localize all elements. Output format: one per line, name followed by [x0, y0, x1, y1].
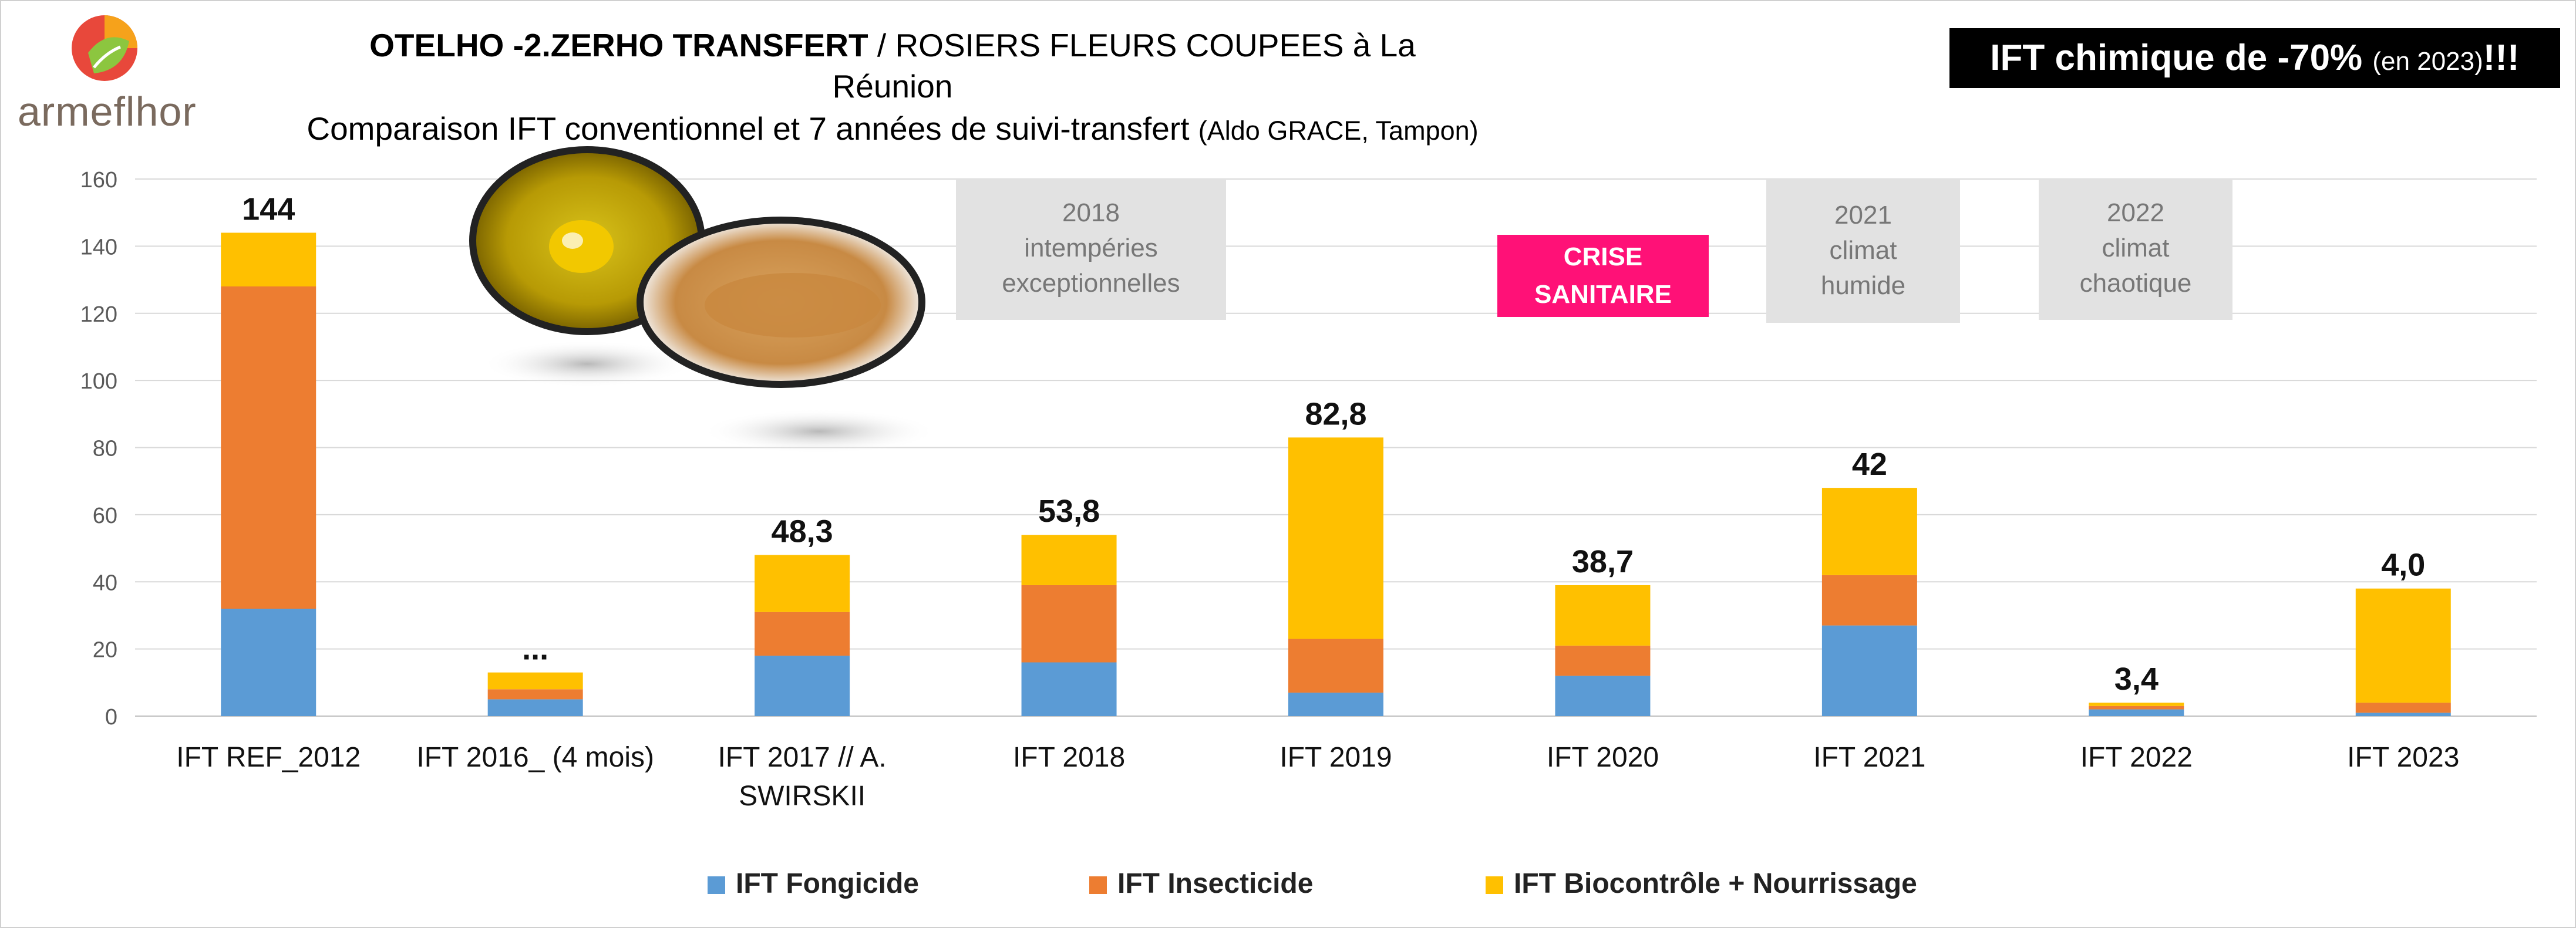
bar-segment: [1288, 639, 1383, 693]
bar-segment: [1555, 585, 1651, 646]
legend-item-insecticide: IFT Insecticide: [1089, 868, 1313, 900]
bar-segment: [2089, 706, 2184, 710]
y-tick-label: 0: [105, 705, 117, 730]
bar-segment: [487, 672, 583, 690]
bar-segment: [1288, 437, 1383, 639]
bar-segment: [2089, 709, 2184, 716]
y-tick-label: 60: [93, 504, 117, 528]
x-tick-label: IFT 2021: [1813, 742, 1925, 773]
annotation-2022: 2022 climat chaotique: [2039, 179, 2232, 320]
x-tick-label: IFT 2023: [2347, 742, 2459, 773]
badge-small: (en 2023): [2372, 47, 2483, 76]
data-label: ...: [522, 632, 548, 667]
data-label: 4,0: [2381, 548, 2425, 583]
y-tick-label: 140: [80, 235, 117, 259]
data-label: 3,4: [2114, 662, 2159, 697]
bar-segment: [1821, 625, 1917, 716]
x-tick-label: IFT 2018: [1013, 742, 1125, 773]
bar-segment: [1821, 488, 1917, 575]
bar-segment: [1021, 585, 1117, 663]
data-label: 42: [1852, 447, 1887, 482]
bar-segment: [755, 656, 850, 716]
x-tick-label: IFT 2017 // A. SWIRSKII: [718, 742, 886, 812]
legend-swatch: [1486, 876, 1503, 894]
x-tick-label: IFT 2016_ (4 mois): [416, 742, 654, 773]
bar-segment: [1021, 662, 1117, 716]
chart-title: OTELHO -2.ZERHO TRANSFERT / ROSIERS FLEU…: [305, 25, 1480, 153]
bar-segment: [755, 612, 850, 656]
bar-segment: [487, 699, 583, 716]
bar-segment: [1555, 676, 1651, 716]
reduction-badge: IFT chimique de -70% (en 2023)!!!: [1949, 28, 2560, 88]
x-tick-label: IFT 2020: [1547, 742, 1659, 773]
bar-segment: [487, 689, 583, 700]
y-tick-label: 100: [80, 369, 117, 394]
data-label: 144: [242, 192, 295, 227]
bar-segment: [221, 286, 316, 609]
subtitle-main: Comparaison IFT conventionnel et 7 année…: [307, 110, 1198, 147]
bar-segment: [1288, 692, 1383, 716]
bar-segment: [221, 232, 316, 286]
bar-segment: [1555, 645, 1651, 676]
badge-end: !!!: [2483, 38, 2520, 78]
title-rest: / ROSIERS FLEURS COUPEES à La Réunion: [832, 27, 1416, 104]
bar-segment: [2355, 703, 2451, 713]
logo-text: armeflhor: [18, 89, 197, 134]
legend-item-fongicide: IFT Fongicide: [708, 868, 919, 900]
bar-segment: [221, 609, 316, 716]
subtitle-small: (Aldo GRACE, Tampon): [1198, 116, 1479, 146]
data-label: 48,3: [772, 514, 833, 549]
y-tick-label: 160: [80, 168, 117, 193]
y-tick-label: 80: [93, 437, 117, 461]
data-label: 82,8: [1305, 396, 1366, 431]
data-label: 53,8: [1038, 494, 1100, 529]
crise-sanitaire-label: CRISE SANITAIRE: [1497, 235, 1709, 317]
y-tick-label: 120: [80, 302, 117, 327]
armeflhor-logo-icon: [72, 15, 137, 81]
legend-swatch: [1089, 876, 1107, 894]
bar-segment: [2355, 588, 2451, 703]
legend-swatch: [708, 876, 725, 894]
title-bold: OTELHO -2.ZERHO TRANSFERT: [369, 27, 868, 63]
bran-feed-photo-icon: [637, 217, 925, 388]
y-tick-label: 40: [93, 571, 117, 595]
bar-segment: [2089, 703, 2184, 706]
annotation-2021: 2021 climat humide: [1766, 179, 1960, 323]
bar-segment: [1821, 575, 1917, 626]
x-tick-label: IFT REF_2012: [176, 742, 361, 773]
y-tick-label: 20: [93, 638, 117, 663]
bar-segment: [755, 555, 850, 612]
data-label: 38,7: [1572, 544, 1634, 579]
legend-item-biocontrole: IFT Biocontrôle + Nourrissage: [1486, 868, 1917, 900]
badge-main: IFT chimique de -70%: [1990, 38, 2373, 78]
bar-segment: [2355, 713, 2451, 716]
x-tick-label: IFT 2022: [2080, 742, 2193, 773]
bar-segment: [1021, 535, 1117, 585]
annotation-2018: 2018 intempéries exceptionnelles: [956, 179, 1226, 320]
x-tick-label: IFT 2019: [1279, 742, 1392, 773]
